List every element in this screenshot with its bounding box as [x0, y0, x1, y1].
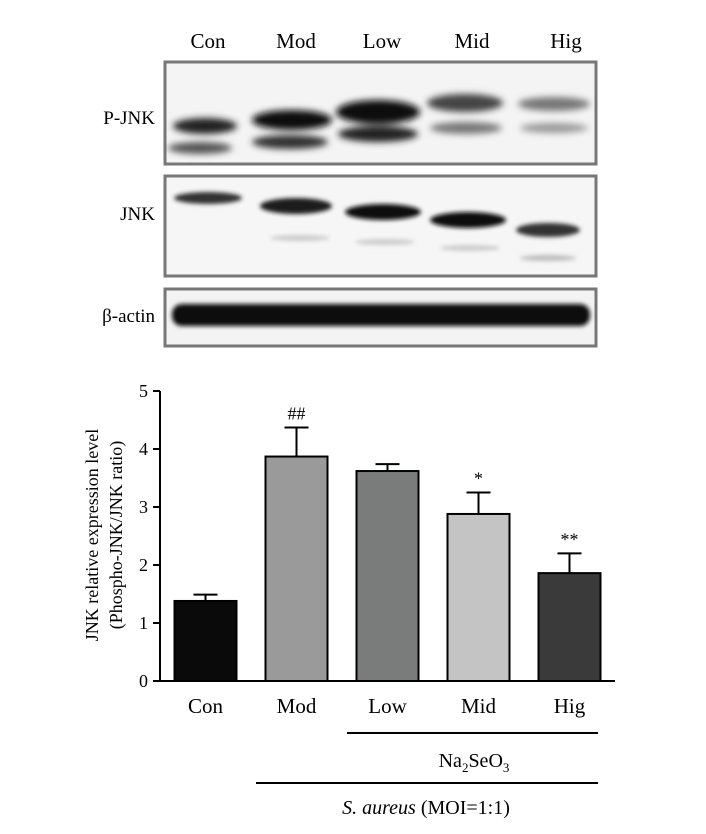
bar-hig: [537, 572, 602, 682]
western-blot-panel: Con Mod Low Mid Hig P-JNK JNK β-actin: [102, 29, 598, 348]
blot-membrane-p-jnk: [163, 60, 598, 166]
blot-membrane-jnk: [163, 174, 598, 278]
y-tick-label: 1: [139, 613, 148, 633]
y-tick-label: 2: [139, 555, 148, 575]
blot-row-label-jnk: JNK: [120, 204, 155, 225]
blot-row-label-p-jnk: P-JNK: [103, 108, 155, 129]
lane-label-mod: Mod: [276, 29, 316, 53]
x-tick-label-hig: Hig: [554, 694, 586, 718]
bar-mid: [446, 512, 511, 683]
lane-label-low: Low: [363, 29, 402, 53]
infection-group-label: S. aureus (MOI=1:1): [342, 797, 510, 819]
y-tick-label: 0: [139, 671, 148, 691]
bar-mod: [264, 455, 329, 683]
blot-row-label-beta-actin: β-actin: [102, 306, 155, 327]
treatment-group-label: Na2SeO3: [439, 750, 510, 775]
x-tick-label-mod: Mod: [277, 694, 317, 718]
blot-membrane-beta-actin: [163, 287, 598, 348]
y-tick-label: 5: [139, 381, 148, 401]
x-tick-label-low: Low: [368, 694, 407, 718]
bars: ##***: [173, 404, 602, 683]
x-tick-labels: Con Mod Low Mid Hig: [188, 694, 586, 718]
bar-low: [355, 470, 420, 683]
treatment-group-bracket: Na2SeO3: [347, 732, 598, 775]
y-axis-label-line2: (Phospho-JNK/JNK ratio): [106, 441, 127, 630]
infection-group-bracket: S. aureus (MOI=1:1): [256, 782, 598, 819]
x-tick-label-mid: Mid: [461, 694, 497, 718]
y-tick-label: 4: [139, 439, 148, 459]
significance-marker: ##: [288, 404, 306, 424]
lane-label-mid: Mid: [454, 29, 490, 53]
lane-label-con: Con: [190, 29, 226, 53]
bar-chart: JNK relative expression level (Phospho-J…: [82, 381, 615, 819]
bar-con: [173, 599, 238, 683]
y-tick-label: 3: [139, 497, 148, 517]
y-axis-label-line1: JNK relative expression level: [82, 429, 102, 641]
y-axis: 0 1 2 3 4 5: [139, 381, 161, 691]
significance-marker: *: [474, 469, 483, 489]
lane-label-hig: Hig: [550, 29, 582, 53]
x-tick-label-con: Con: [188, 694, 224, 718]
significance-marker: **: [561, 529, 579, 549]
